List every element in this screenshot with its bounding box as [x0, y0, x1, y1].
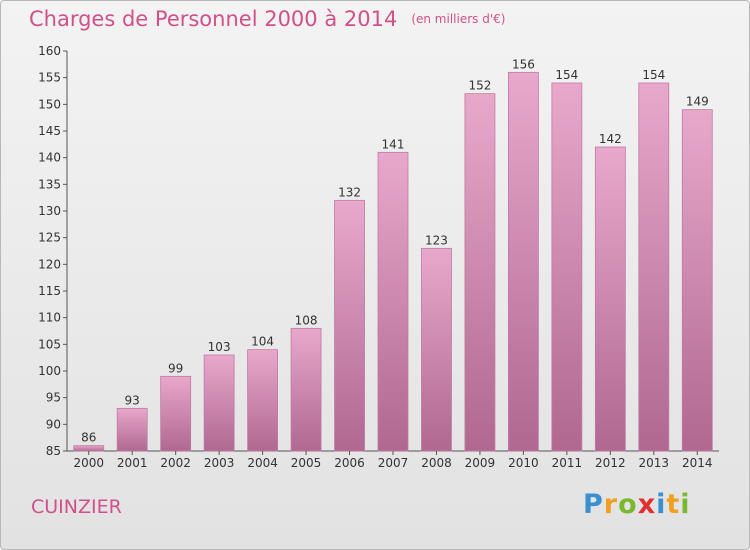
data-label-2005: 108: [295, 313, 318, 327]
y-tick-label: 100: [38, 364, 61, 378]
x-tick-label-2000: 2000: [73, 456, 104, 470]
bar-2007: [377, 151, 409, 452]
x-tick-label-2004: 2004: [247, 456, 278, 470]
data-label-2011: 154: [555, 68, 578, 82]
data-label-2008: 123: [425, 233, 448, 247]
bar-2000: [73, 445, 105, 452]
y-tick-label: 140: [38, 151, 61, 165]
data-label-2013: 154: [642, 68, 665, 82]
bar-2010: [507, 71, 539, 452]
x-tick-label-2012: 2012: [595, 456, 626, 470]
y-tick-label: 120: [38, 257, 61, 271]
data-label-2007: 141: [382, 137, 405, 151]
x-tick-label-2011: 2011: [552, 456, 583, 470]
bar-2002: [160, 375, 192, 452]
data-label-2014: 149: [686, 95, 709, 109]
y-tick-label: 85: [46, 444, 61, 458]
y-tick-label: 135: [38, 177, 61, 191]
data-label-2004: 104: [251, 335, 274, 349]
x-tick-label-2008: 2008: [421, 456, 452, 470]
chart-title-text: Charges de Personnel 2000 à 2014: [29, 7, 398, 31]
commune-name: CUINZIER: [31, 496, 122, 518]
bar-2006: [334, 199, 365, 452]
data-label-2010: 156: [512, 57, 535, 71]
data-label-2003: 103: [208, 340, 231, 354]
y-tick-label: 160: [38, 44, 61, 58]
data-label-2000: 86: [81, 431, 96, 445]
bar-2014: [681, 109, 713, 452]
bar-2004: [247, 349, 279, 452]
x-tick-label-2007: 2007: [378, 456, 409, 470]
data-label-2009: 152: [468, 79, 491, 93]
bar-2012: [594, 146, 626, 452]
chart-title: Charges de Personnel 2000 à 2014 (en mill…: [29, 7, 505, 31]
bar-2005: [290, 327, 322, 452]
data-label-2006: 132: [338, 185, 361, 199]
bar-2001: [116, 407, 148, 452]
chart-unit-note: (en milliers d'€): [411, 12, 506, 26]
x-tick-label-2013: 2013: [639, 456, 670, 470]
y-tick-label: 105: [38, 337, 61, 351]
bar-2011: [551, 82, 583, 452]
x-tick-label-2006: 2006: [334, 456, 365, 470]
y-tick-label: 115: [38, 284, 61, 298]
y-tick-label: 125: [38, 231, 61, 245]
bar-2009: [464, 93, 496, 452]
y-tick-label: 145: [38, 124, 61, 138]
bar-2013: [638, 82, 670, 452]
x-tick-label-2002: 2002: [160, 456, 191, 470]
data-label-2002: 99: [168, 361, 183, 375]
x-tick-label-2009: 2009: [465, 456, 496, 470]
y-tick-label: 95: [46, 391, 61, 405]
proxiti-logo: Proxiti: [583, 489, 691, 520]
x-tick-label-2014: 2014: [682, 456, 713, 470]
data-label-2001: 93: [125, 393, 140, 407]
y-tick-label: 110: [38, 311, 61, 325]
x-tick-label-2003: 2003: [204, 456, 235, 470]
bar-2008: [421, 247, 452, 452]
y-tick-label: 130: [38, 204, 61, 218]
y-tick-label: 150: [38, 97, 61, 111]
x-tick-label-2010: 2010: [508, 456, 539, 470]
bar-2003: [203, 354, 235, 452]
x-tick-label-2005: 2005: [291, 456, 322, 470]
x-tick-label-2001: 2001: [117, 456, 148, 470]
y-tick-label: 155: [38, 71, 61, 85]
y-tick-label: 90: [46, 417, 61, 431]
data-label-2012: 142: [599, 132, 622, 146]
